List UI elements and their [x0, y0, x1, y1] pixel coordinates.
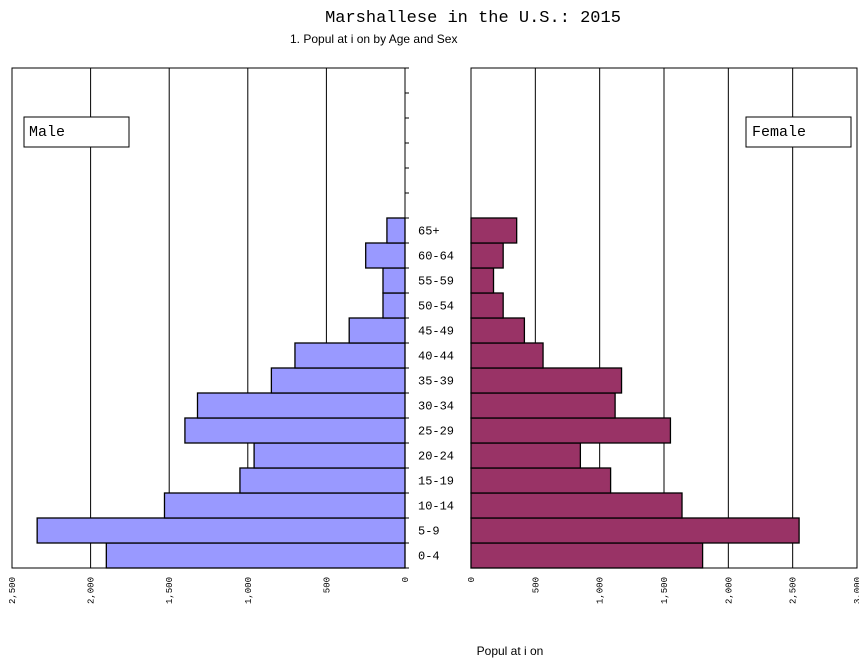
male-bar	[382, 267, 406, 294]
female-bar	[470, 317, 526, 344]
male-tick-label: 0	[401, 577, 411, 582]
female-bar	[470, 217, 518, 244]
female-bar	[470, 342, 544, 369]
age-group-label: 40-44	[418, 350, 454, 364]
age-group-label: 45-49	[418, 325, 454, 339]
female-bar	[470, 542, 704, 569]
male-label: Male	[29, 124, 65, 141]
male-bar	[196, 392, 406, 419]
male-bar	[294, 342, 406, 369]
male-bar	[270, 367, 406, 394]
female-tick-label: 500	[531, 577, 541, 593]
male-bar	[184, 417, 406, 444]
male-bar	[239, 467, 406, 494]
female-bar	[470, 417, 672, 444]
age-group-label: 15-19	[418, 475, 454, 489]
female-tick-label: 3,000	[853, 577, 859, 604]
age-group-label: 30-34	[418, 400, 454, 414]
axis-ticks: 2,500 2,000 1,500 1,000 500 0 0 500 1,000 1,500 2,…	[8, 577, 859, 604]
age-group-label: 25-29	[418, 425, 454, 439]
female-bar	[470, 492, 683, 519]
female-label: Female	[752, 124, 806, 141]
age-group-label: 0-4	[418, 550, 440, 564]
male-label-box	[23, 116, 130, 148]
male-tick-label: 2,000	[87, 577, 97, 604]
female-tick-label: 1,500	[660, 577, 670, 604]
male-bar	[36, 517, 406, 544]
female-tick-label: 1,000	[596, 577, 606, 604]
male-bar	[365, 242, 406, 269]
x-axis-title: Popul at i on	[477, 644, 544, 658]
chart-subtitle: 1. Popul at i on by Age and Sex	[290, 32, 457, 46]
age-group-label: 65+	[418, 225, 440, 239]
chart-title: Marshallese in the U.S.: 2015	[325, 9, 621, 28]
female-bar	[470, 242, 504, 269]
male-tick-label: 500	[322, 577, 332, 593]
female-bar	[470, 467, 612, 494]
female-tick-label: 2,500	[789, 577, 799, 604]
female-label-box	[745, 116, 852, 148]
male-bar	[382, 292, 406, 319]
age-group-label: 50-54	[418, 300, 454, 314]
female-tick-label: 2,000	[724, 577, 734, 604]
female-tick-label: 0	[467, 577, 477, 582]
female-bar	[470, 392, 616, 419]
male-tick-label: 1,000	[244, 577, 254, 604]
female-bar	[470, 517, 800, 544]
male-bar	[105, 542, 406, 569]
age-group-label: 55-59	[418, 275, 454, 289]
age-group-label: 35-39	[418, 375, 454, 389]
age-group-label: 60-64	[418, 250, 454, 264]
male-bar	[386, 217, 406, 244]
age-group-label: 10-14	[418, 500, 454, 514]
female-bar	[470, 442, 582, 469]
male-bar	[348, 317, 406, 344]
female-bar	[470, 267, 495, 294]
male-tick-label: 1,500	[165, 577, 175, 604]
male-tick-label: 2,500	[8, 577, 18, 604]
age-group-label: 20-24	[418, 450, 454, 464]
female-bar	[470, 292, 504, 319]
bars: 0-4 5-9 10-14 15-19 20-24 25-29 30-34 35-39 40-4…	[36, 217, 800, 569]
male-bar	[163, 492, 406, 519]
age-group-label: 5-9	[418, 525, 440, 539]
female-bar	[470, 367, 623, 394]
male-bar	[253, 442, 406, 469]
